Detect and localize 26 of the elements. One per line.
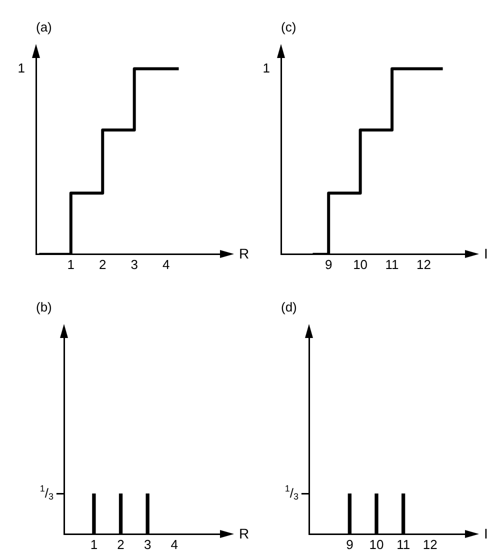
x-tick-label: 11 xyxy=(385,256,399,272)
chart-title: (b) xyxy=(36,299,52,314)
x-axis-title: I xyxy=(484,245,488,262)
x-tick-label: 4 xyxy=(170,536,178,552)
text: 1 xyxy=(18,60,26,76)
x-tick-label: 2 xyxy=(117,536,124,552)
chart-title: (a) xyxy=(36,19,52,34)
x-tick-label: 10 xyxy=(369,536,384,552)
x-tick-label: 9 xyxy=(324,256,332,272)
chart-title: (c) xyxy=(281,19,296,34)
x-tick-label: 3 xyxy=(130,256,138,272)
x-tick-label: 10 xyxy=(353,256,368,272)
x-tick-label: 1 xyxy=(90,536,98,552)
x-tick-label: 4 xyxy=(162,256,170,272)
chart-title: (d) xyxy=(281,299,297,314)
x-axis-title: R xyxy=(239,245,250,262)
x-tick-label: 1 xyxy=(67,256,75,272)
x-tick-label: 11 xyxy=(396,536,410,552)
x-tick-label: 12 xyxy=(422,536,438,552)
x-tick-label: 2 xyxy=(99,256,106,272)
x-tick-label: 3 xyxy=(144,536,152,552)
text: 1 xyxy=(262,60,270,76)
x-tick-label: 12 xyxy=(416,256,431,272)
x-axis-title: R xyxy=(239,525,250,542)
x-axis-title: I xyxy=(484,525,488,542)
x-tick-label: 9 xyxy=(346,536,354,552)
